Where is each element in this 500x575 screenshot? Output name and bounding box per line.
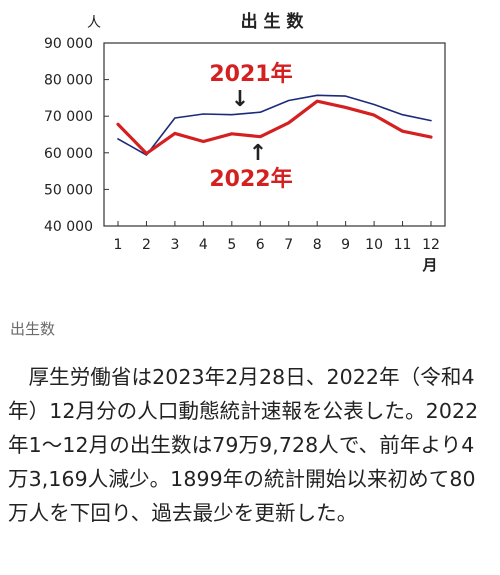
x-tick-label: 9 xyxy=(341,237,350,253)
arrow-2022: ↑ xyxy=(249,141,267,166)
y-tick-label: 50 000 xyxy=(44,182,93,198)
article-body: 厚生労働省は2023年2月28日、2022年（令和4年）12月分の人口動態統計速… xyxy=(8,360,494,530)
y-tick-label: 40 000 xyxy=(44,219,93,235)
x-tick-label: 11 xyxy=(394,237,412,253)
label-2021: 2021年 xyxy=(209,61,292,87)
label-2022: 2022年 xyxy=(209,166,292,192)
x-tick-label: 1 xyxy=(114,237,123,253)
x-tick-label: 7 xyxy=(284,237,293,253)
chart-title: 出 生 数 xyxy=(241,11,305,32)
chart-caption: 出生数 xyxy=(10,320,56,338)
series-line-2021 xyxy=(117,94,432,156)
x-tick-label: 2 xyxy=(142,237,151,253)
series-layer xyxy=(116,94,433,156)
y-tick-label: 70 000 xyxy=(44,109,93,125)
x-tick-label: 8 xyxy=(313,237,322,253)
y-axis-unit-label: 人 xyxy=(87,15,101,31)
x-axis: 1 2 3 4 5 6 7 8 9 10 11 12 xyxy=(114,221,440,253)
birth-chart: 出 生 数 人 40 000 50 000 60 000 70 000 80 000 90… xyxy=(44,11,446,274)
y-tick-label: 60 000 xyxy=(44,146,93,162)
article-paragraph: 厚生労働省は2023年2月28日、2022年（令和4年）12月分の人口動態統計速… xyxy=(8,365,479,525)
x-tick-label: 6 xyxy=(256,237,265,253)
x-axis-unit-label: 月 xyxy=(421,256,437,274)
y-axis: 40 000 50 000 60 000 70 000 80 000 90 000 xyxy=(44,36,109,235)
arrow-2021: ↓ xyxy=(231,87,249,112)
y-tick-label: 80 000 xyxy=(44,73,93,89)
series-line-2022 xyxy=(116,99,433,156)
x-tick-label: 4 xyxy=(199,237,208,253)
x-tick-label: 12 xyxy=(422,237,440,253)
plot-frame xyxy=(103,42,446,227)
x-tick-label: 5 xyxy=(227,237,236,253)
y-tick-label: 90 000 xyxy=(44,36,93,52)
x-tick-label: 10 xyxy=(365,237,383,253)
x-tick-label: 3 xyxy=(170,237,179,253)
